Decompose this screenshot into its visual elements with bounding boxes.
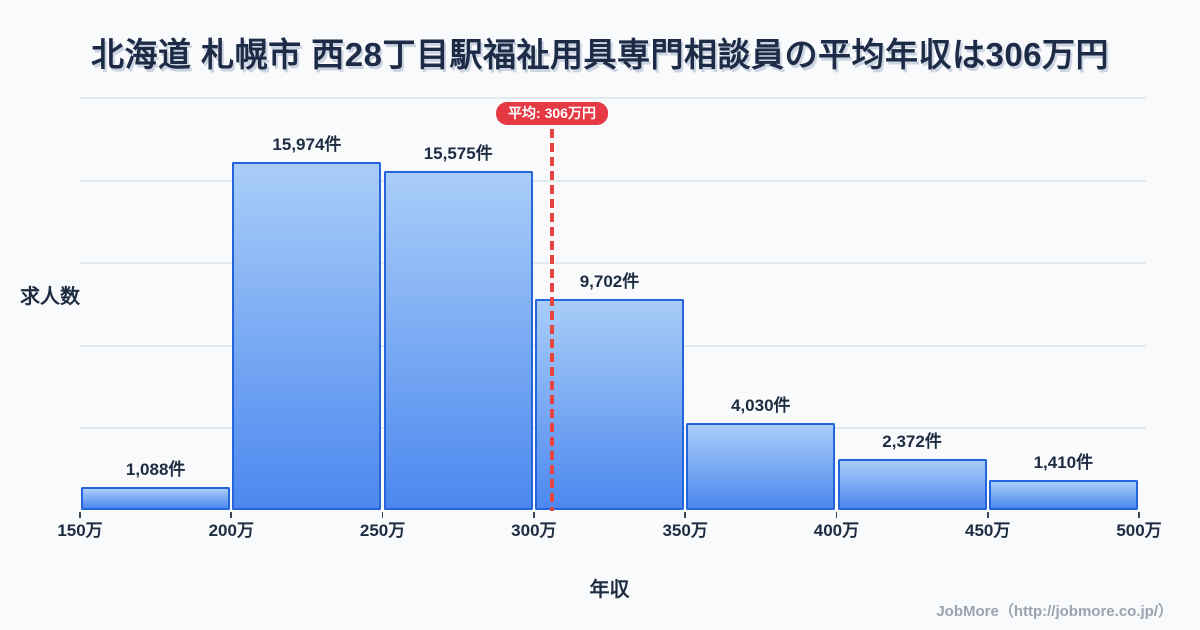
footer-credit: JobMore（http://jobmore.co.jp/）: [936, 603, 1173, 620]
bar: [232, 162, 382, 511]
x-tick: [835, 511, 838, 518]
x-tick-label: 200万: [208, 520, 254, 540]
bar: [383, 170, 533, 511]
x-tick-label: 400万: [813, 520, 860, 540]
x-tick: [986, 511, 989, 518]
x-axis-label: 年収: [589, 579, 630, 601]
average-badge: 平均: 306万円: [496, 102, 608, 125]
x-tick: [79, 511, 81, 518]
x-tick: [684, 511, 686, 518]
gridline: [80, 262, 1146, 264]
bar: [686, 422, 836, 511]
x-tick: [1138, 511, 1140, 518]
bar-value-label: 9,702件: [579, 271, 640, 291]
x-tick-label: 500万: [1116, 520, 1162, 540]
bar: [837, 458, 987, 511]
x-tick: [533, 511, 535, 518]
x-tick: [381, 511, 384, 518]
bar: [535, 298, 684, 511]
bar: [988, 479, 1138, 511]
bar: [81, 486, 231, 511]
page-title: 北海道 札幌市 西28丁目駅福祉用具専門相談員の平均年収は306万円: [90, 36, 1110, 73]
y-axis-label: 求人数: [20, 286, 80, 308]
x-tick: [230, 511, 233, 518]
bar-value-label: 15,575件: [423, 143, 493, 163]
x-tick-label: 250万: [359, 520, 406, 540]
average-line: [550, 129, 554, 511]
gridline: [80, 179, 1146, 182]
bar-value-label: 4,030件: [731, 395, 791, 415]
x-tick-label: 150万: [57, 520, 103, 540]
gridline: [80, 97, 1146, 99]
x-tick-label: 450万: [965, 520, 1011, 540]
bar-value-label: 15,974件: [272, 135, 342, 155]
x-tick-label: 350万: [662, 520, 708, 540]
bar-value-label: 1,088件: [125, 459, 186, 479]
bar-value-label: 2,372件: [882, 431, 942, 451]
bar-value-label: 1,410件: [1033, 452, 1094, 472]
x-tick-label: 300万: [511, 520, 557, 540]
